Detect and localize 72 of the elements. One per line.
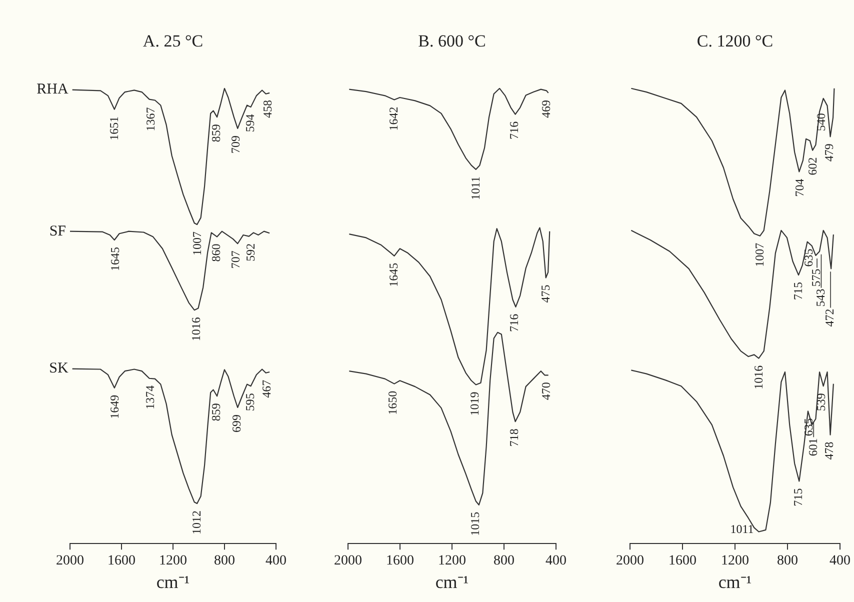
annotation: 1367 xyxy=(144,107,158,132)
x-axis-title: cm⁻¹ xyxy=(435,572,469,592)
annotation: 716 xyxy=(507,314,522,332)
annotation: 716 xyxy=(507,121,522,140)
x-tick-label: 800 xyxy=(777,554,798,569)
annotation: 860 xyxy=(208,244,223,262)
x-tick-label: 2000 xyxy=(56,554,84,569)
annotation: 859 xyxy=(209,124,224,142)
annotation: 715 xyxy=(790,488,805,506)
annotation: 1011 xyxy=(730,522,754,536)
x-tick-label: 1600 xyxy=(668,554,696,569)
annotation: 602 xyxy=(806,157,820,176)
annotation: 592 xyxy=(243,243,258,262)
x-tick-label: 1200 xyxy=(721,554,749,569)
series-label: SK xyxy=(49,360,68,377)
series-label: RHA xyxy=(36,82,68,98)
x-tick-label: 400 xyxy=(266,554,286,569)
annotation: 594 xyxy=(243,114,258,132)
annotation: 543 xyxy=(813,288,828,307)
annotation: 1019 xyxy=(468,392,482,416)
annotation: 1007 xyxy=(190,232,204,256)
chart-title: B. 600 °C xyxy=(418,32,486,51)
annotation: 595 xyxy=(243,393,258,412)
annotation: 478 xyxy=(822,442,836,460)
x-axis-title: cm⁻¹ xyxy=(718,572,752,592)
annotation: 859 xyxy=(209,403,224,422)
annotation: 1011 xyxy=(468,176,483,200)
annotation: 1007 xyxy=(752,242,766,267)
annotation: 575 xyxy=(809,268,824,287)
series-label: SF xyxy=(49,223,66,240)
annotation: 469 xyxy=(539,100,554,118)
annotation: 699 xyxy=(230,414,244,432)
annotation: 718 xyxy=(506,428,521,447)
x-tick-label: 2000 xyxy=(334,554,362,569)
annotation: 1374 xyxy=(142,385,157,410)
x-tick-label: 1200 xyxy=(438,554,466,569)
x-tick-label: 1600 xyxy=(108,554,136,569)
annotation: 704 xyxy=(792,178,806,197)
x-tick-label: 800 xyxy=(214,554,235,569)
annotation: 475 xyxy=(538,284,552,303)
annotation: 1650 xyxy=(386,390,400,415)
annotation: 635 xyxy=(801,418,816,436)
x-tick-label: 2000 xyxy=(616,554,644,569)
annotation: 635 xyxy=(801,248,816,267)
annotation: 1645 xyxy=(386,262,400,287)
annotation: 1645 xyxy=(108,246,122,271)
x-tick-label: 400 xyxy=(830,554,850,569)
annotation: 1649 xyxy=(107,394,122,419)
annotation: 1651 xyxy=(107,116,122,140)
annotation: 707 xyxy=(228,250,243,269)
annotation: 540 xyxy=(814,113,828,132)
x-tick-label: 400 xyxy=(546,554,566,569)
annotation: 479 xyxy=(822,144,836,162)
x-tick-label: 1600 xyxy=(386,554,414,569)
annotation: 1012 xyxy=(189,510,204,535)
x-axis-title: cm⁻¹ xyxy=(156,572,190,592)
x-tick-label: 800 xyxy=(494,554,514,569)
annotation: 601 xyxy=(806,438,820,456)
x-tick-label: 1200 xyxy=(159,554,187,569)
chart-title: A. 25 °C xyxy=(142,32,204,51)
chart-title: C. 1200 °C xyxy=(696,32,774,51)
annotation: 1016 xyxy=(751,365,766,390)
annotation: 709 xyxy=(228,135,242,154)
annotation: 539 xyxy=(814,393,828,412)
annotation: 1015 xyxy=(468,512,482,536)
annotation: 715 xyxy=(790,282,805,300)
annotation: 472 xyxy=(822,308,837,327)
annotation: 470 xyxy=(539,382,554,400)
annotation: 458 xyxy=(260,100,275,118)
annotation: 1642 xyxy=(386,106,401,131)
annotation: 1016 xyxy=(188,317,203,342)
annotation: 467 xyxy=(260,380,274,398)
